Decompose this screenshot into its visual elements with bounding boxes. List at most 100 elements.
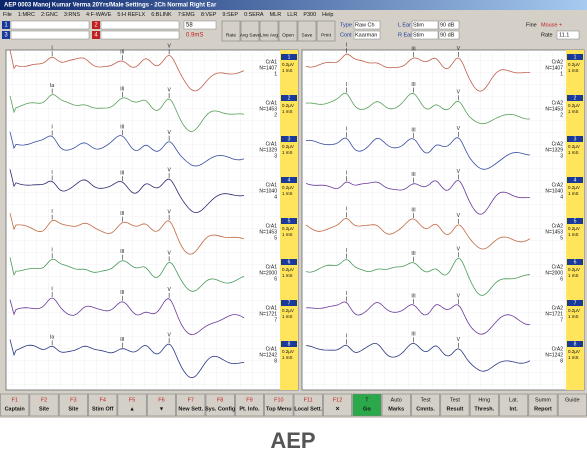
menu-item[interactable]: File (3, 12, 12, 18)
function-key[interactable] (499, 393, 529, 417)
function-key-label: Site (68, 406, 78, 412)
sidebar-tab[interactable] (281, 177, 297, 183)
function-key[interactable] (29, 393, 59, 417)
menu-item[interactable]: 3:RNS (64, 12, 81, 18)
menu-item[interactable]: 4:F-WAVE (86, 12, 112, 18)
menu-item[interactable]: 7:EMG (178, 12, 195, 18)
sidebar-tab[interactable] (567, 54, 583, 60)
peak-label: I (51, 46, 52, 52)
peak-label: I (51, 209, 52, 215)
function-key[interactable] (88, 393, 118, 417)
function-key[interactable] (411, 393, 441, 417)
sidebar-tab[interactable] (567, 341, 583, 347)
sidebar-tab[interactable] (567, 300, 583, 306)
field-box[interactable] (353, 30, 381, 40)
function-key[interactable] (0, 393, 30, 417)
function-key[interactable] (381, 393, 411, 417)
waveform (305, 92, 531, 125)
level-box[interactable] (438, 20, 460, 30)
function-key[interactable] (176, 393, 206, 417)
peak-label: III (411, 127, 415, 133)
sidebar-tab[interactable] (567, 218, 583, 224)
trace-site: CrA1 (266, 100, 278, 106)
sidebar-time: 1 mS (282, 191, 293, 196)
channel-box[interactable] (2, 21, 10, 29)
function-key-label: New Sett. (178, 406, 203, 412)
function-key[interactable] (293, 393, 323, 417)
menu-item[interactable]: 8:VEP (201, 12, 217, 18)
trace-site: CrA2 (552, 346, 564, 352)
function-key-name: F8 (217, 397, 223, 403)
channel-box[interactable] (2, 31, 10, 39)
function-key[interactable] (440, 393, 470, 417)
sidebar-tab[interactable] (567, 259, 583, 265)
channel-box[interactable] (92, 31, 100, 39)
function-key[interactable] (264, 393, 294, 417)
function-key[interactable] (235, 393, 264, 417)
rate-box[interactable] (556, 30, 580, 40)
sidebar-tab[interactable] (567, 95, 583, 101)
menu-item[interactable]: 6:BLINK (151, 12, 172, 18)
peak-label: V (167, 251, 171, 257)
menu-item[interactable]: 5:H REFLX (117, 12, 145, 18)
sidebar-tab[interactable] (281, 218, 297, 224)
peak-label: I (51, 125, 52, 131)
sidebar-tab[interactable] (281, 259, 297, 265)
sidebar-time: 1 mS (282, 355, 293, 360)
field-level: 90 dB (440, 22, 455, 28)
toolbar-button[interactable] (316, 20, 336, 42)
field-box[interactable] (411, 20, 439, 30)
menu-item[interactable]: 9:SEP (222, 12, 238, 18)
menu-item[interactable]: 1:MRC (18, 12, 35, 18)
sidebar-time: 1 mS (568, 150, 579, 155)
peak-label: V (167, 209, 171, 215)
sidebar-tab[interactable] (567, 177, 583, 183)
menu-item[interactable]: P300 (303, 12, 316, 18)
channel-field (100, 30, 180, 40)
menu-item[interactable]: 2:GNC (41, 12, 58, 18)
channel-box[interactable] (92, 21, 100, 29)
toolbar-button[interactable] (259, 20, 279, 42)
field-box[interactable] (353, 20, 381, 30)
peak-label: V (457, 247, 461, 253)
waveform (305, 217, 531, 250)
function-key[interactable] (146, 393, 176, 417)
channel-field (100, 20, 180, 30)
trace-count: N=2000 (259, 270, 277, 276)
field-box[interactable] (411, 30, 439, 40)
trace-index: 3 (560, 153, 563, 159)
menu-item[interactable]: Help (322, 12, 333, 18)
right-grid (302, 50, 566, 390)
trace-site: CrA2 (552, 100, 564, 106)
sidebar-tab[interactable] (567, 136, 583, 142)
function-key-label: Stim Off (92, 406, 114, 412)
function-key[interactable] (469, 393, 499, 417)
function-key[interactable] (528, 393, 558, 417)
trace-index: 2 (274, 112, 277, 118)
function-key-name: F11 (304, 397, 313, 403)
sidebar-number: 3 (288, 136, 291, 142)
toolbar-button[interactable] (221, 20, 241, 42)
trace-index: 6 (560, 276, 563, 282)
function-key[interactable] (352, 393, 382, 417)
toolbar-button[interactable] (278, 20, 298, 42)
sidebar-tab[interactable] (281, 341, 297, 347)
menu-item[interactable]: LLR (287, 12, 297, 18)
menu-item[interactable]: MLR (270, 12, 282, 18)
sidebar-tab[interactable] (281, 300, 297, 306)
sidebar-tab[interactable] (281, 54, 297, 60)
rate-label: Rate (541, 32, 553, 38)
function-key[interactable] (323, 393, 353, 417)
sidebar-tab[interactable] (281, 136, 297, 142)
function-key[interactable] (58, 393, 88, 417)
function-key[interactable] (205, 393, 235, 417)
sidebar-number: 6 (574, 259, 577, 265)
level-box[interactable] (438, 30, 460, 40)
toolbar-button[interactable] (297, 20, 317, 42)
sidebar-number: 8 (288, 341, 291, 347)
menu-item[interactable]: 0:SERA (244, 12, 264, 18)
function-key-name: F9 (246, 397, 252, 403)
toolbar-button[interactable] (240, 20, 260, 42)
sidebar-tab[interactable] (281, 95, 297, 101)
function-key[interactable] (117, 393, 147, 417)
